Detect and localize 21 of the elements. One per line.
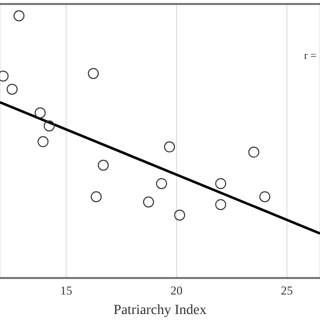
- annotation: r =: [304, 50, 317, 62]
- point: [248, 146, 260, 158]
- point: [90, 191, 102, 202]
- point: [156, 178, 168, 190]
- point: [164, 141, 175, 152]
- point: [34, 107, 46, 118]
- point: [215, 178, 226, 190]
- point: [98, 160, 109, 171]
- point: [6, 84, 18, 95]
- point: [13, 10, 24, 22]
- x-tick-label: 20: [170, 284, 183, 298]
- point: [215, 199, 226, 210]
- point: [259, 191, 270, 202]
- point: [44, 120, 55, 132]
- x-axis-title: Patriarchy Index: [114, 303, 206, 318]
- point: [143, 196, 154, 208]
- x-tick-label: 15: [60, 284, 72, 298]
- x-tick-label: 25: [280, 284, 293, 298]
- point: [88, 68, 99, 79]
- point: [38, 136, 49, 148]
- point: [174, 210, 186, 221]
